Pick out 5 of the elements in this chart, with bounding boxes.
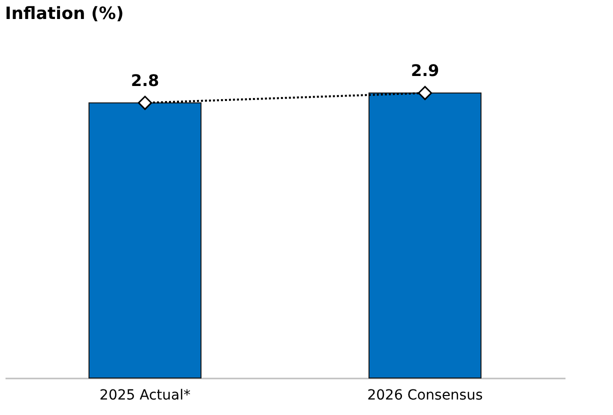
x-tick-label: 2026 Consensus bbox=[367, 388, 483, 404]
data-label: 2.8 bbox=[130, 70, 160, 90]
x-tick-label: 2025 Actual* bbox=[100, 388, 190, 404]
chart-title: Inflation (%) bbox=[5, 4, 124, 24]
data-label: 2.9 bbox=[410, 61, 440, 80]
